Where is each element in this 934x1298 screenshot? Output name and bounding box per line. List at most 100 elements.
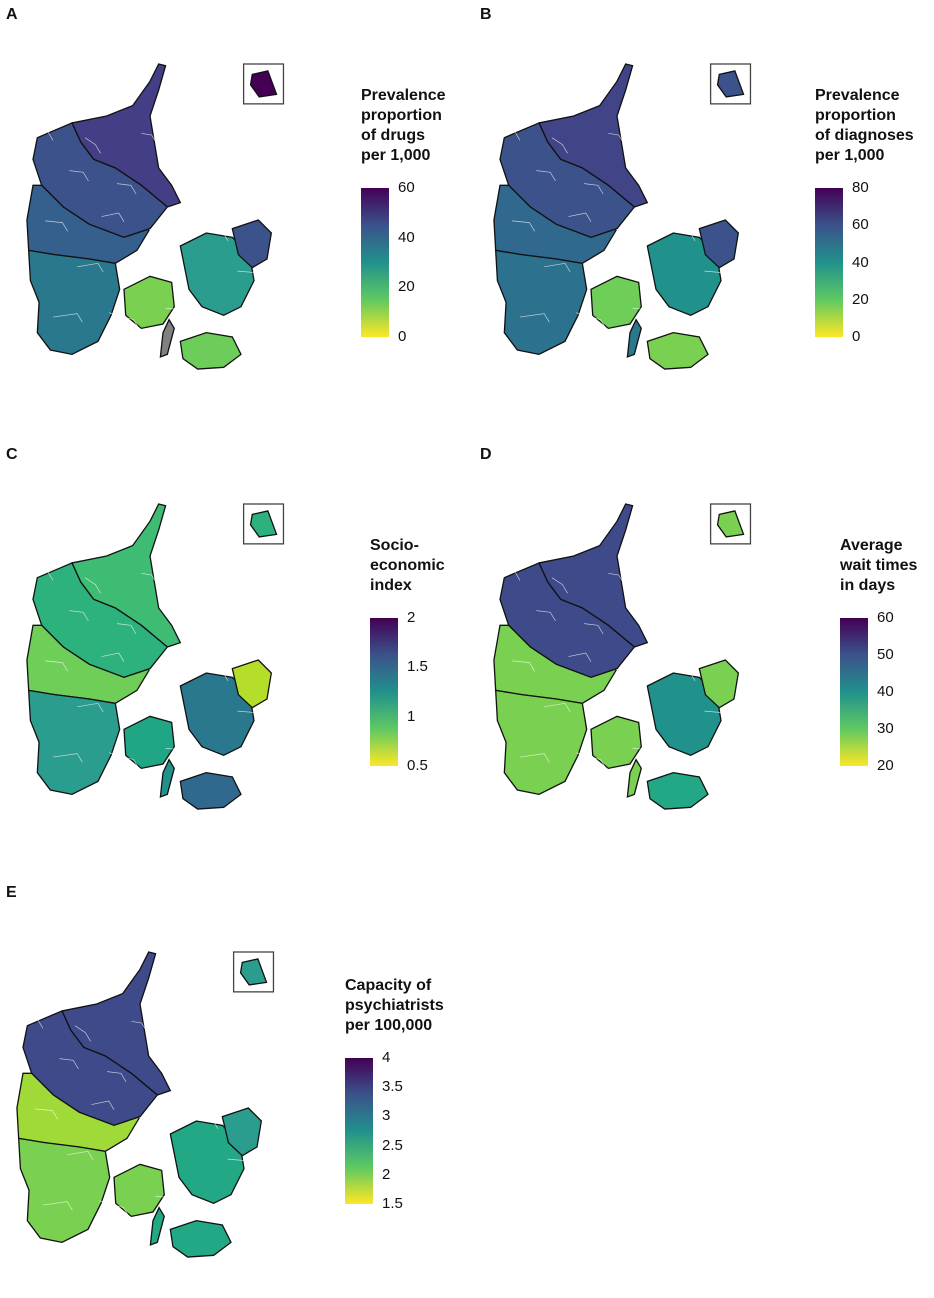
municipal-boundary [84,577,101,594]
municipal-boundary [519,313,550,323]
panel-label: B [480,6,492,23]
region-cph [221,1107,263,1157]
municipal-boundary [187,1013,204,1023]
municipal-boundary [536,170,556,182]
municipal-boundary [568,212,592,222]
municipal-boundary [91,1100,115,1110]
municipal-boundary [519,753,550,763]
region-zeal [646,672,722,757]
bornholm-inset-box [232,951,275,993]
municipal-boundary [696,614,717,631]
denmark-map [493,503,752,810]
municipal-boundary [219,1062,240,1079]
municipal-boundary [107,1071,127,1083]
municipal-boundary [117,183,137,195]
region-lolland [179,331,242,370]
municipal-boundary [640,615,660,625]
municipal-boundary [632,748,663,759]
colorbar [370,618,398,766]
municipal-boundary [608,572,625,584]
municipal-boundary [584,183,604,195]
colorbar-tick-label: 30 [877,720,894,737]
municipal-boundary [237,270,264,282]
municipal-boundary [600,262,627,279]
municipal-boundary [568,652,592,662]
region-fyn [113,1163,165,1218]
municipal-boundary [229,614,250,631]
municipal-boundary [504,124,521,141]
colorbar-tick-label: 0.5 [407,757,428,774]
colorbar-tick-label: 40 [877,683,894,700]
region-bornholm [249,510,278,538]
region-fyn [123,275,175,330]
region-cph [231,659,273,709]
colorbar-tick-label: 0 [398,328,407,345]
municipal-boundary [77,702,104,713]
municipal-boundary [84,137,101,154]
municipal-boundary [544,702,571,713]
municipal-boundary [141,132,158,144]
region-gray [159,758,175,798]
municipal-boundary [616,225,639,235]
municipal-boundary [45,220,68,232]
municipal-boundary [227,1158,254,1170]
region-bornholm [716,70,745,98]
legend-title: Socio- economic index [370,537,445,594]
municipal-boundary [664,125,681,135]
municipal-boundary [42,1201,73,1211]
municipal-boundary [672,224,696,241]
bornholm-inset-box [242,63,285,105]
region-gray [149,1206,165,1246]
colorbar-tick-label: 2 [382,1165,391,1183]
colorbar-tick-label: 2.5 [382,1136,403,1154]
colorbar [361,188,389,337]
municipal-boundary [600,702,627,719]
municipal-boundary [504,564,521,581]
municipal-boundary [117,623,137,635]
region-zeal [179,232,255,317]
municipal-boundary [165,748,196,759]
bornholm-inset-box [709,503,752,545]
colorbar-tick-label: 3.5 [382,1078,403,1096]
panel-label: D [480,446,492,463]
panel-d: D Average wait times in days 60 50 40 30 20 [467,440,934,870]
colorbar-tick-label: 60 [852,216,869,234]
colorbar [345,1058,373,1204]
municipal-boundary [131,1020,148,1032]
municipal-boundary [123,1150,150,1167]
region-cph [698,219,740,269]
region-fyn [123,715,175,770]
legend-title: Prevalence proportion of diagnoses per 1… [815,87,914,164]
municipal-boundary [544,262,571,273]
municipal-boundary [512,220,535,232]
region-gray [626,758,642,798]
denmark-map [26,63,285,370]
municipal-boundary [99,1200,130,1217]
municipal-boundary [205,224,229,241]
legend-title: Average wait times in days [840,537,918,594]
denmark-map [26,503,285,810]
municipal-boundary [704,710,731,722]
municipal-boundary [133,262,160,279]
panel-e: E Capacity of psychiatrists per 100,000 … [0,878,467,1278]
municipal-boundary [608,132,625,144]
municipal-boundary [205,664,229,681]
municipal-boundary [37,564,54,581]
denmark-map [16,951,275,1258]
colorbar-tick-label: 50 [877,646,894,663]
municipal-boundary [197,125,214,135]
panel-c: C Socio- economic index 2 1.5 1 0.5 [0,440,467,870]
municipal-boundary [197,565,214,575]
municipal-boundary [69,170,89,182]
municipal-boundary [59,1058,79,1070]
municipal-boundary [74,1025,91,1042]
municipal-boundary [664,565,681,575]
region-lolland [169,1219,232,1258]
municipal-boundary [109,312,140,329]
municipal-boundary [77,262,104,273]
municipal-boundary [229,174,250,191]
municipal-boundary [551,577,568,594]
bornholm-inset-box [242,503,285,545]
municipal-boundary [163,1063,183,1073]
municipal-boundary [640,175,660,185]
